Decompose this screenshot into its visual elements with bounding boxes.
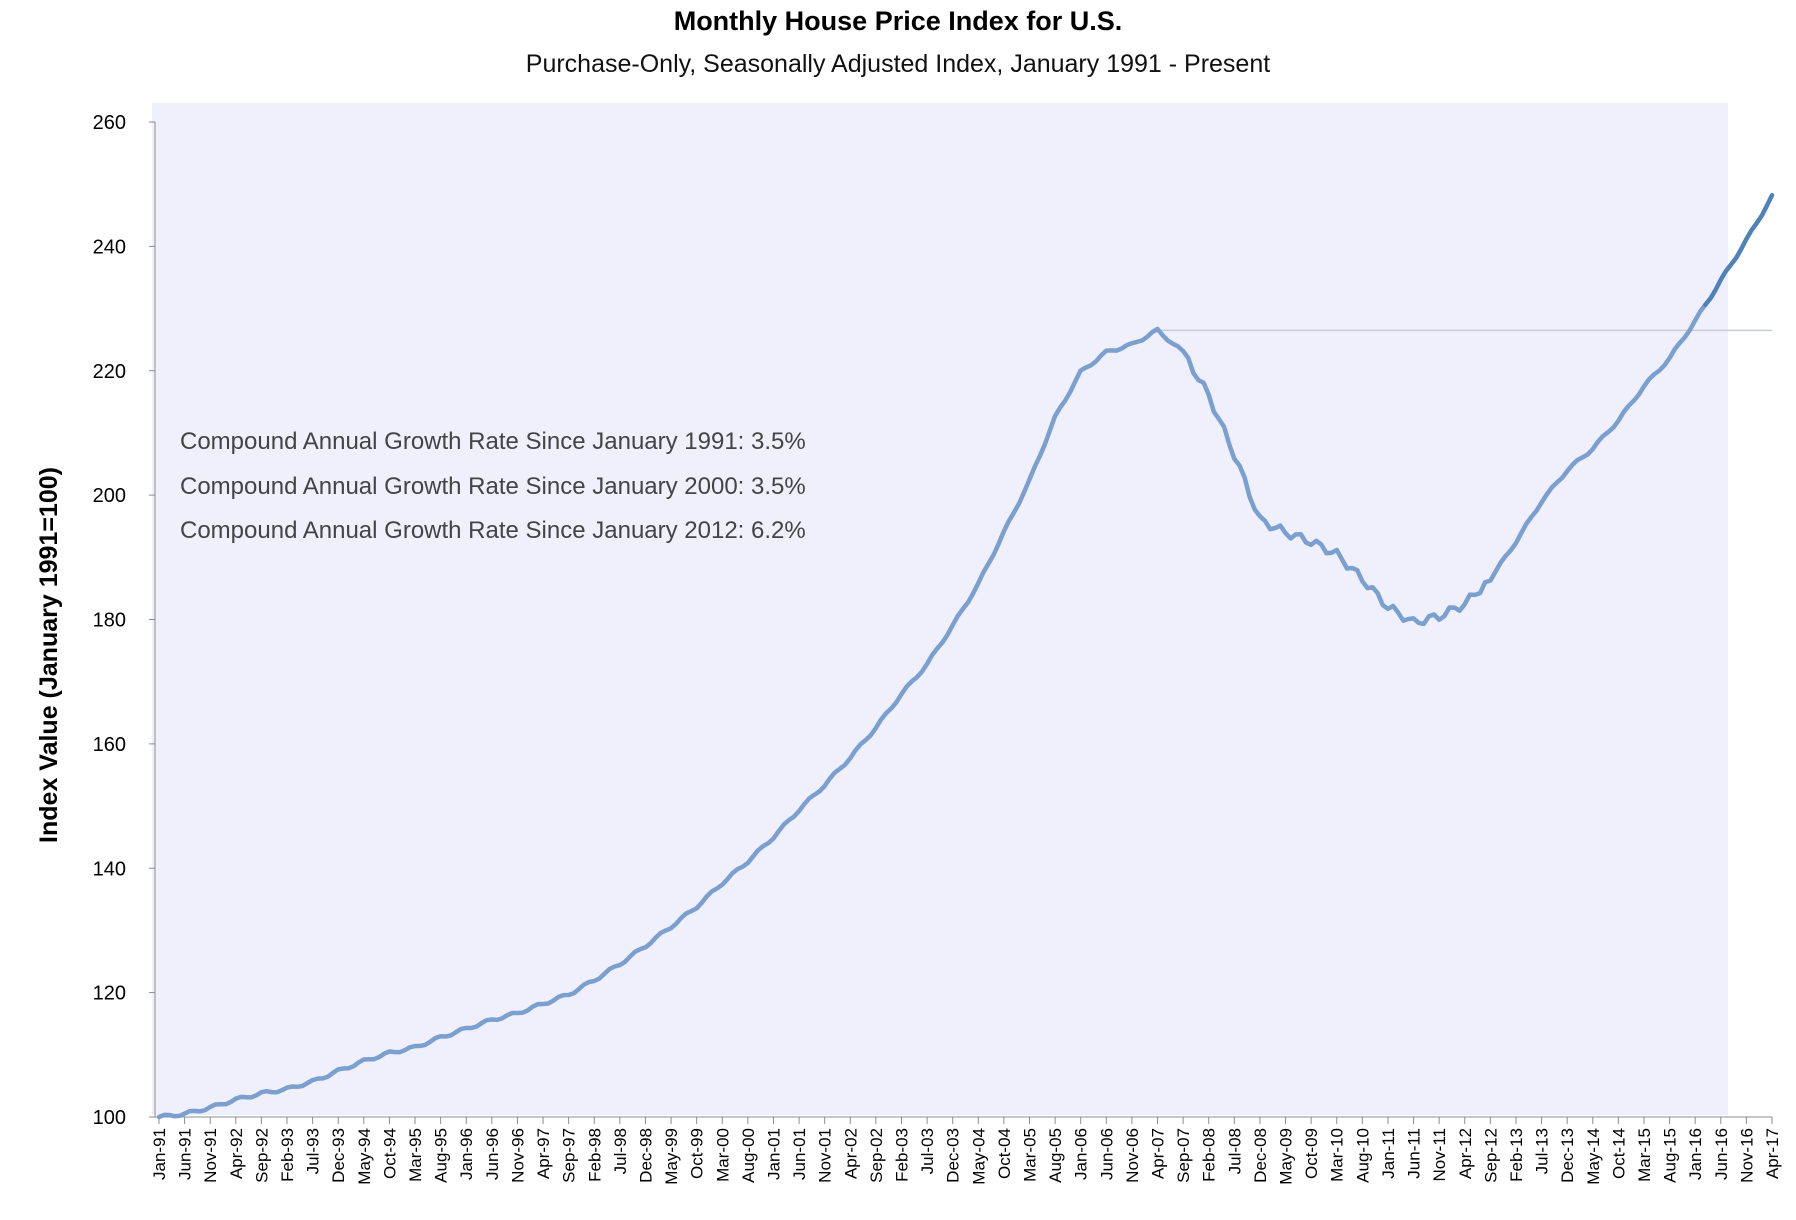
x-tick-label: May-94 [355, 1128, 374, 1185]
x-tick-label: Aug-15 [1661, 1128, 1680, 1183]
x-tick-label: Dec-03 [944, 1128, 963, 1183]
y-tick-label: 140 [93, 858, 126, 880]
y-tick-label: 240 [93, 236, 126, 258]
series-line-hpi [156, 302, 1708, 1120]
x-tick-label: May-99 [662, 1128, 681, 1185]
x-tick-label: Nov-96 [508, 1128, 527, 1183]
x-tick-label: Jan-91 [150, 1128, 169, 1180]
x-tick-label: Mar-00 [713, 1128, 732, 1182]
x-tick-label: Dec-98 [636, 1128, 655, 1183]
x-tick-label: Apr-07 [1149, 1128, 1168, 1179]
x-tick-label: Nov-06 [1123, 1128, 1142, 1183]
x-tick-label: Jun-91 [176, 1128, 195, 1180]
y-tick-label: 120 [93, 983, 126, 1005]
plot-area [152, 103, 1728, 1115]
x-tick-label: Oct-14 [1609, 1128, 1628, 1179]
x-tick-label: Feb-98 [585, 1128, 604, 1182]
x-tick-label: Sep-97 [560, 1128, 579, 1183]
x-tick-label: Jul-93 [304, 1128, 323, 1174]
y-tick-label: 180 [93, 610, 126, 632]
y-tick-label: 200 [93, 485, 126, 507]
x-tick-label: May-04 [969, 1128, 988, 1185]
x-tick-label: Sep-07 [1174, 1128, 1193, 1183]
x-tick-label: Mar-15 [1635, 1128, 1654, 1182]
x-tick-label: Feb-03 [892, 1128, 911, 1182]
x-tick-label: Jul-13 [1533, 1128, 1552, 1174]
x-tick-label: Mar-05 [1021, 1128, 1040, 1182]
cagr-annotation-2012: Compound Annual Growth Rate Since Januar… [180, 517, 806, 544]
x-tick-label: Jan-16 [1686, 1128, 1705, 1180]
x-tick-label: Oct-94 [380, 1128, 399, 1179]
x-tick-label: Jun-96 [483, 1128, 502, 1180]
x-tick-label: Sep-02 [867, 1128, 886, 1183]
x-tick-label: Dec-93 [329, 1128, 348, 1183]
y-tick-group: 100 120 140 160 180 200 220 240 260 [93, 112, 155, 1129]
x-tick-label: Sep-12 [1481, 1128, 1500, 1183]
x-tick-group: Jan-91 Jun-91 Nov-91 Apr-92 Sep-92 Feb-93 Jul-… [150, 1117, 1782, 1185]
x-tick-label: May-14 [1584, 1128, 1603, 1185]
x-tick-label: May-09 [1277, 1128, 1296, 1185]
y-tick-label: 260 [93, 112, 126, 134]
x-tick-label: Jun-06 [1097, 1128, 1116, 1180]
y-axis-label: Index Value (January 1991=100) [35, 467, 63, 843]
x-tick-label: Jun-16 [1712, 1128, 1731, 1180]
x-tick-label: Mar-95 [406, 1128, 425, 1182]
y-tick-label: 160 [93, 734, 126, 756]
x-tick-label: Jan-96 [457, 1128, 476, 1180]
x-tick-label: Dec-13 [1558, 1128, 1577, 1183]
x-tick-label: Jan-11 [1379, 1128, 1398, 1179]
x-tick-label: Aug-10 [1353, 1128, 1372, 1183]
x-tick-label: Nov-11 [1430, 1128, 1449, 1182]
x-tick-label: Apr-97 [534, 1128, 553, 1179]
y-tick-label: 100 [93, 1107, 126, 1129]
y-tick-label: 220 [93, 361, 126, 383]
x-tick-label: Oct-99 [688, 1128, 707, 1179]
cagr-annotation-1991: Compound Annual Growth Rate Since Januar… [180, 428, 806, 455]
x-tick-label: Jun-11 [1405, 1128, 1424, 1179]
x-tick-label: Feb-93 [278, 1128, 297, 1182]
x-tick-label: Feb-08 [1200, 1128, 1219, 1182]
x-tick-label: Apr-12 [1456, 1128, 1475, 1179]
x-tick-label: Aug-00 [739, 1128, 758, 1183]
x-tick-label: Jun-01 [790, 1128, 809, 1180]
chart-subtitle: Purchase-Only, Seasonally Adjusted Index… [525, 50, 1271, 78]
x-tick-label: Jul-98 [611, 1128, 630, 1174]
x-tick-label: Aug-05 [1046, 1128, 1065, 1183]
x-tick-label: Oct-09 [1302, 1128, 1321, 1179]
x-tick-label: Apr-92 [227, 1128, 246, 1179]
series-line-hpi-recent [1703, 192, 1775, 307]
x-tick-label: Oct-04 [995, 1128, 1014, 1179]
cagr-annotation-2000: Compound Annual Growth Rate Since Januar… [180, 473, 806, 500]
x-tick-label: Jul-08 [1225, 1128, 1244, 1174]
x-tick-label: Feb-13 [1507, 1128, 1526, 1182]
x-tick-label: Nov-91 [201, 1128, 220, 1183]
x-tick-label: Jul-03 [918, 1128, 937, 1174]
x-tick-label: Apr-02 [841, 1128, 860, 1179]
x-tick-label: Sep-92 [252, 1128, 271, 1183]
x-tick-label: Mar-10 [1328, 1128, 1347, 1182]
x-tick-label: Apr-17 [1763, 1128, 1782, 1179]
x-tick-label: Nov-01 [816, 1128, 835, 1183]
x-tick-label: Jan-01 [764, 1128, 783, 1180]
chart-title: Monthly House Price Index for U.S. [673, 6, 1123, 36]
x-tick-label: Jan-06 [1072, 1128, 1091, 1180]
x-tick-label: Dec-08 [1251, 1128, 1270, 1183]
x-tick-label: Nov-16 [1737, 1128, 1756, 1183]
x-tick-label: Aug-95 [432, 1128, 451, 1183]
